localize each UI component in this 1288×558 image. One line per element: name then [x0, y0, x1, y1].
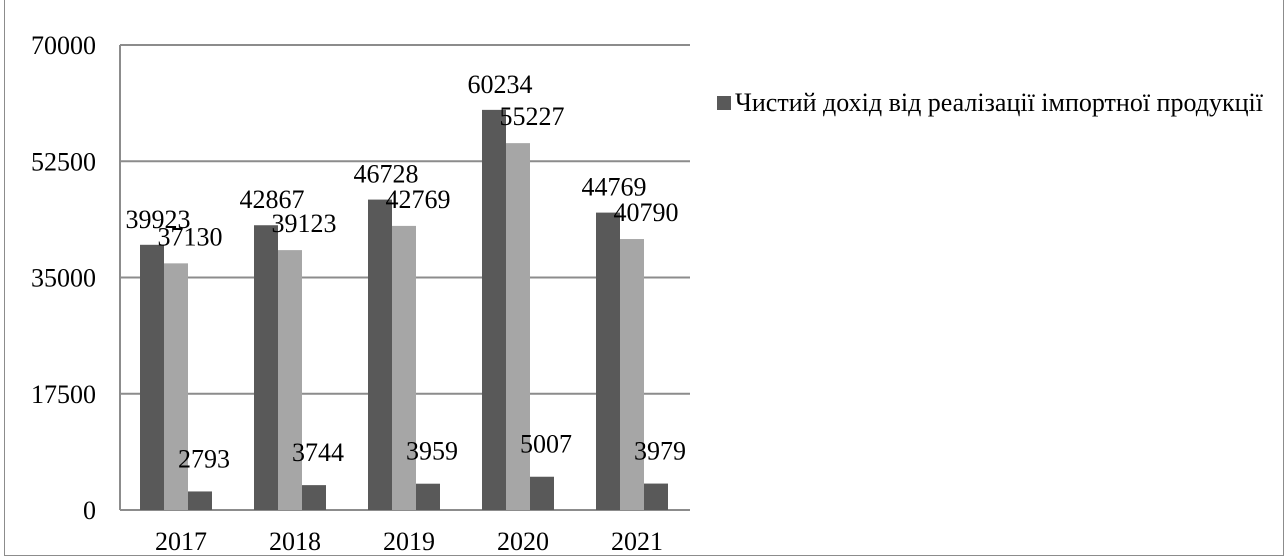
bar-2020-s2: [506, 143, 530, 510]
y-tick-label: 52500: [31, 147, 96, 176]
bar-2021-s2: [620, 239, 644, 511]
data-label: 40790: [614, 198, 679, 227]
bar-2018-s1: [254, 225, 278, 510]
legend-label: Чистий дохід від реалізації імпортної пр…: [735, 88, 1263, 117]
data-label: 3979: [634, 437, 686, 466]
bar-2017-s3: [188, 491, 212, 510]
data-label: 39923: [126, 205, 191, 234]
x-tick-label: 2019: [383, 527, 435, 556]
bar-2020-s3: [530, 476, 554, 510]
x-tick-label: 2020: [497, 527, 549, 556]
bar-2021-s3: [644, 483, 668, 510]
bar-2018-s2: [278, 250, 302, 510]
bar-2020-s1: [482, 109, 506, 510]
data-label: 2793: [178, 444, 230, 473]
data-label: 55227: [500, 102, 565, 131]
y-tick-label: 70000: [31, 31, 96, 60]
y-tick-label: 17500: [31, 380, 96, 409]
legend: Чистий дохід від реалізації імпортної пр…: [717, 86, 1277, 119]
data-label: 5007: [520, 430, 572, 459]
bar-2021-s1: [596, 212, 620, 510]
data-label: 42769: [386, 185, 451, 214]
x-tick-label: 2018: [269, 527, 321, 556]
bar-2019-s3: [416, 483, 440, 510]
data-label: 46728: [354, 160, 419, 189]
data-label: 60234: [468, 70, 533, 99]
data-label: 44769: [582, 173, 647, 202]
bar-2019-s1: [368, 199, 392, 510]
chart-frame: [4, 0, 1284, 556]
legend-swatch: [717, 96, 731, 110]
data-label: 42867: [240, 185, 305, 214]
data-label: 3959: [406, 437, 458, 466]
bar-2018-s3: [302, 485, 326, 510]
y-tick-label: 35000: [31, 264, 96, 293]
data-label: 39123: [272, 209, 337, 238]
bar-2017-s2: [164, 263, 188, 510]
x-tick-label: 2021: [611, 527, 663, 556]
bar-2019-s2: [392, 225, 416, 510]
data-label: 3744: [292, 438, 344, 467]
x-tick-label: 2017: [155, 527, 207, 556]
bar-2017-s1: [140, 244, 164, 510]
data-label: 37130: [158, 222, 223, 251]
y-tick-label: 0: [83, 496, 96, 525]
